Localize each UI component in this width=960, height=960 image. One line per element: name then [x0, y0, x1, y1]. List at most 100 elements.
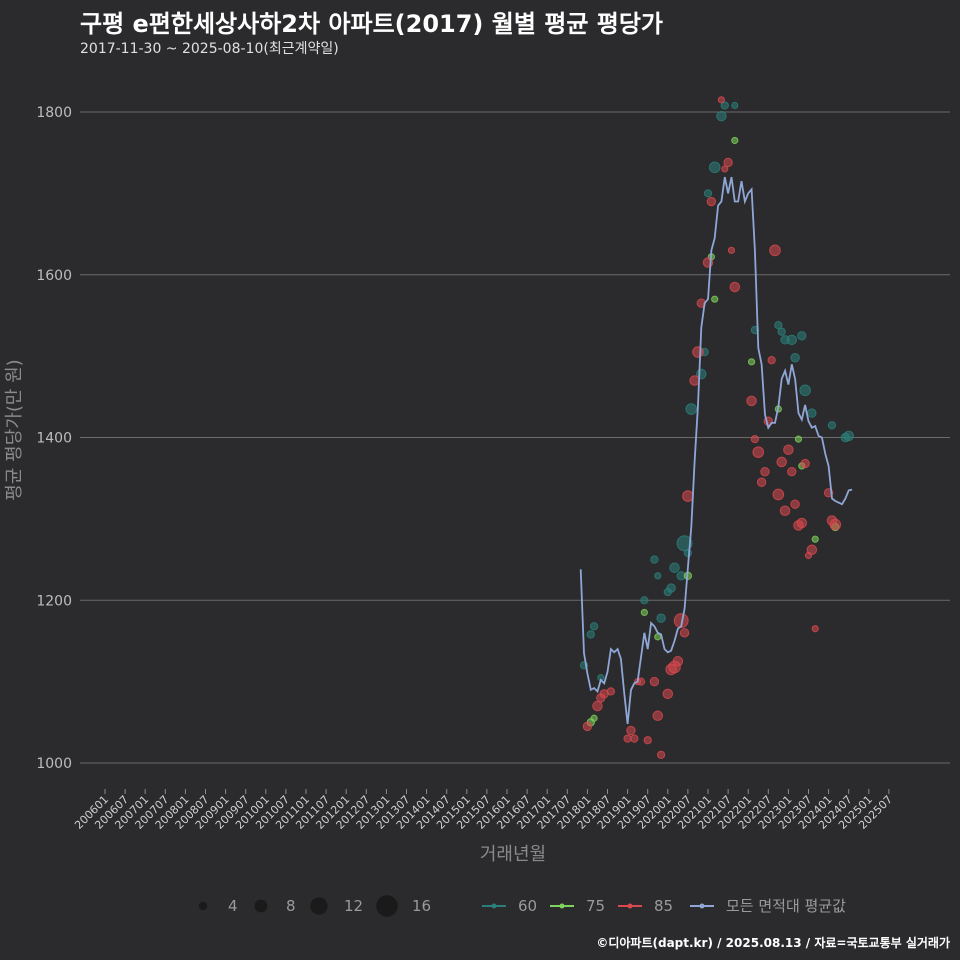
data-point-60: [790, 353, 800, 363]
data-point-85: [767, 356, 776, 365]
data-point-85: [800, 458, 810, 469]
data-point-60: [827, 421, 837, 430]
color-legend-label: 60: [518, 897, 537, 915]
data-point-75: [640, 608, 648, 617]
size-legend-label: 8: [286, 897, 296, 915]
data-point-75: [711, 295, 719, 303]
x-axis-title: 거래년월: [480, 844, 546, 865]
data-point-75: [794, 435, 803, 443]
data-point-85: [790, 499, 800, 509]
data-point-60: [777, 327, 786, 336]
data-point-60: [685, 403, 698, 415]
data-point-85: [769, 244, 781, 257]
data-point-85: [592, 700, 603, 712]
data-point-60: [720, 101, 729, 110]
data-point-60: [669, 562, 680, 573]
data-point-85: [652, 710, 663, 722]
data-point-85: [692, 346, 704, 358]
color-legend-dot: [699, 903, 705, 909]
color-legend-label: 75: [586, 897, 605, 915]
data-point-85: [783, 444, 794, 455]
size-legend-dot: [310, 897, 328, 915]
data-point-85: [723, 157, 733, 168]
data-point-60: [589, 622, 599, 631]
gridlines: [80, 111, 950, 764]
data-point-85: [630, 734, 639, 743]
data-point-60: [786, 334, 797, 346]
data-point-60: [731, 101, 739, 110]
data-point-85: [806, 544, 818, 556]
data-point-60: [797, 331, 807, 341]
data-point-85: [729, 281, 741, 293]
x-axis-ticks: 2006012006072007012007072008012008072009…: [72, 789, 895, 832]
size-legend-label: 16: [412, 897, 431, 915]
data-point-60: [683, 548, 693, 558]
data-point-60: [640, 596, 649, 605]
legend: 4 8 12 16 60 75 85 모든 면적대 평균값: [198, 895, 846, 917]
data-point-85: [606, 687, 615, 696]
color-legend-dot: [627, 903, 633, 909]
average-line-group: [579, 176, 853, 724]
size-legend-dot: [254, 899, 268, 913]
data-point-85: [721, 165, 729, 173]
data-point-85: [760, 466, 770, 477]
data-point-60: [708, 161, 721, 174]
data-point-60: [586, 630, 595, 639]
data-point-85: [682, 490, 694, 502]
data-point-85: [679, 628, 690, 638]
data-point-85: [706, 196, 717, 207]
data-point-85: [662, 688, 674, 700]
data-point-75: [590, 714, 598, 722]
y-tick-label: 1400: [36, 431, 72, 447]
y-tick-label: 1200: [36, 593, 72, 609]
size-legend-dot: [376, 895, 398, 917]
data-point-85: [582, 721, 593, 732]
data-point-85: [626, 725, 636, 736]
y-tick-label: 1600: [36, 268, 72, 284]
color-legend-label: 85: [654, 897, 673, 915]
data-point-85: [673, 613, 689, 629]
size-legend-label: 12: [344, 897, 363, 915]
data-point-85: [811, 625, 819, 633]
data-point-60: [654, 572, 662, 580]
size-legend-dot: [198, 901, 208, 911]
scatter-points: [579, 96, 854, 760]
data-point-85: [779, 505, 791, 516]
data-point-60: [799, 384, 811, 397]
data-point-85: [776, 456, 787, 468]
data-point-85: [727, 246, 736, 254]
data-point-60: [703, 189, 713, 198]
data-point-75: [747, 358, 756, 366]
data-point-85: [796, 517, 808, 529]
average-line: [579, 176, 853, 724]
data-point-75: [811, 535, 819, 543]
y-axis-title: 평균 평당가(만 원): [4, 359, 25, 500]
data-point-85: [787, 466, 797, 477]
data-point-60: [774, 321, 783, 330]
data-point-85: [643, 736, 652, 745]
data-point-85: [672, 656, 684, 667]
y-axis-ticks: 1000 1200 1400 1600 1800: [36, 105, 72, 772]
y-tick-label: 1800: [36, 105, 72, 121]
color-legend-dot: [559, 903, 565, 909]
size-legend-label: 4: [228, 897, 238, 915]
data-point-60: [666, 583, 676, 593]
data-point-60: [807, 408, 817, 418]
data-point-85: [750, 434, 760, 444]
data-point-75: [731, 136, 739, 145]
data-point-85: [756, 477, 767, 487]
data-point-85: [689, 375, 700, 386]
source-caption: ©디아파트(dapt.kr) / 2025.08.13 / 자료=국토교통부 실…: [596, 936, 950, 950]
data-point-85: [772, 488, 785, 501]
y-tick-label: 1000: [36, 756, 72, 772]
data-point-85: [656, 750, 666, 760]
chart-subtitle: 2017-11-30 ~ 2025-08-10(최근계약일): [80, 41, 339, 57]
data-point-85: [649, 676, 660, 687]
data-point-60: [650, 555, 659, 564]
chart-title: 구평 e편한세상사하2차 아파트(2017) 월별 평균 평당가: [80, 10, 664, 38]
data-point-85: [829, 518, 842, 531]
data-point-85: [746, 395, 757, 407]
color-legend-label: 모든 면적대 평균값: [726, 897, 846, 915]
data-point-60: [716, 110, 727, 122]
